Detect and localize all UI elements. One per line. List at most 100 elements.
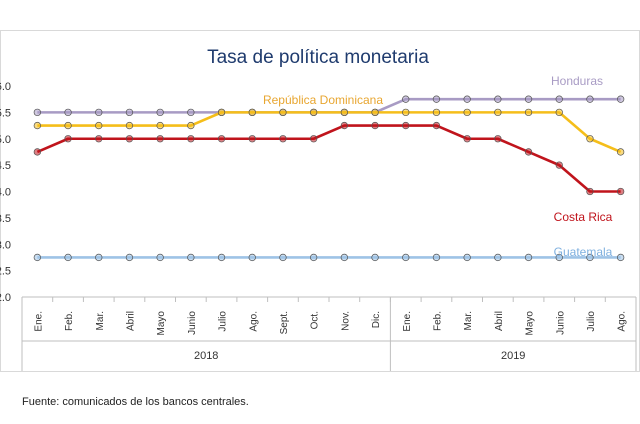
x-tick-label: Mayo — [525, 311, 536, 336]
data-point — [371, 253, 379, 262]
x-tick-label: Ago. — [248, 311, 259, 332]
y-tick-label: 3.0 — [0, 239, 11, 251]
data-point — [586, 95, 594, 103]
data-point — [279, 108, 287, 117]
x-tick-label: Mar. — [463, 311, 474, 330]
y-tick-label: 2.5 — [0, 266, 11, 278]
data-point — [340, 121, 349, 130]
data-point — [187, 135, 195, 143]
data-point — [248, 108, 256, 117]
data-point — [555, 253, 563, 262]
data-point — [555, 108, 563, 117]
data-point — [248, 135, 256, 143]
chart-svg: Tasa de política monetaria 2.0 2.5 3.0 3.5 4… — [0, 30, 640, 372]
data-point — [217, 108, 226, 117]
data-point — [524, 253, 533, 262]
source-note: Fuente: comunicados de los bancos centra… — [22, 396, 249, 408]
x-tick-label: Julio — [586, 311, 597, 332]
y-tick-label: 5.5 — [0, 107, 11, 119]
data-point — [64, 108, 72, 117]
series-label: Honduras — [551, 74, 603, 88]
data-point — [432, 108, 441, 117]
data-point — [494, 135, 502, 143]
data-point — [617, 95, 625, 103]
data-point — [125, 253, 134, 262]
x-tick-label: Ene. — [402, 311, 413, 332]
axes: 2.0 2.5 3.0 3.5 4.0 4.5 5.0 5.5 6.0 Ene. Feb. Mar. A… — [0, 81, 637, 371]
data-point — [340, 253, 349, 262]
data-point — [33, 108, 41, 117]
data-point — [402, 121, 410, 130]
series-line — [37, 111, 622, 154]
data-point — [371, 108, 379, 117]
data-point — [33, 148, 41, 156]
y-tick-label: 2.0 — [0, 292, 11, 304]
data-point — [555, 95, 563, 103]
chart-title: Tasa de política monetaria — [207, 47, 429, 68]
year-label: 2019 — [501, 350, 525, 362]
data-point — [187, 253, 195, 262]
data-point — [463, 135, 471, 143]
series-label: Guatemala — [554, 245, 613, 259]
data-point — [617, 148, 625, 156]
data-point — [33, 121, 41, 130]
data-point — [463, 108, 471, 117]
x-tick-label: Sept. — [279, 311, 290, 334]
data-point — [586, 135, 594, 143]
data-point — [310, 253, 318, 262]
data-point — [33, 253, 41, 262]
data-point — [310, 108, 318, 117]
x-tick-label: Feb. — [64, 311, 75, 331]
data-point — [156, 121, 164, 130]
data-point — [310, 135, 318, 143]
data-point — [432, 253, 441, 262]
x-tick-label: Mar. — [95, 311, 106, 330]
data-point — [125, 135, 134, 143]
x-tick-label: Nov. — [340, 311, 351, 331]
y-tick-label: 6.0 — [0, 81, 11, 93]
series-labels: Honduras República Dominicana Costa Rica Gu… — [263, 74, 613, 259]
data-point — [217, 253, 226, 262]
data-point — [524, 95, 533, 103]
x-tick-label: Ene. — [33, 311, 44, 332]
data-point — [402, 108, 410, 117]
data-point — [555, 161, 563, 169]
y-tick-label: 4.5 — [0, 160, 11, 172]
series-lines — [33, 95, 625, 262]
series-line — [36, 124, 621, 193]
data-point — [95, 108, 103, 117]
data-point — [617, 253, 625, 262]
data-point — [217, 135, 226, 143]
data-point — [95, 253, 103, 262]
data-point — [494, 95, 502, 103]
y-tick-label: 4.0 — [0, 187, 11, 199]
data-point — [494, 253, 502, 262]
data-point — [494, 108, 502, 117]
data-point — [524, 108, 533, 117]
data-point — [432, 121, 441, 130]
data-point — [156, 135, 164, 143]
data-point — [463, 95, 471, 103]
data-point — [187, 121, 195, 130]
x-tick-label: Junio — [555, 311, 566, 335]
data-point — [371, 121, 379, 130]
data-point — [64, 135, 72, 143]
data-point — [248, 253, 256, 262]
data-point — [187, 108, 195, 117]
data-point — [125, 121, 134, 130]
x-tick-label: Junio — [187, 311, 198, 335]
x-tick-label: Ago. — [617, 311, 628, 332]
data-point — [402, 95, 410, 103]
data-point — [524, 148, 533, 156]
data-point — [279, 135, 287, 143]
series-label: Costa Rica — [554, 210, 613, 224]
chart-frame: Tasa de política monetaria 2.0 2.5 3.0 3.5 4… — [0, 30, 640, 372]
data-point — [586, 253, 594, 262]
data-point — [586, 187, 594, 196]
data-point — [617, 187, 625, 196]
data-point — [340, 108, 349, 117]
data-point — [156, 253, 164, 262]
x-tick-label: Oct. — [310, 311, 321, 329]
x-tick-label: Abril — [494, 311, 505, 331]
y-tick-label: 3.5 — [0, 213, 11, 225]
